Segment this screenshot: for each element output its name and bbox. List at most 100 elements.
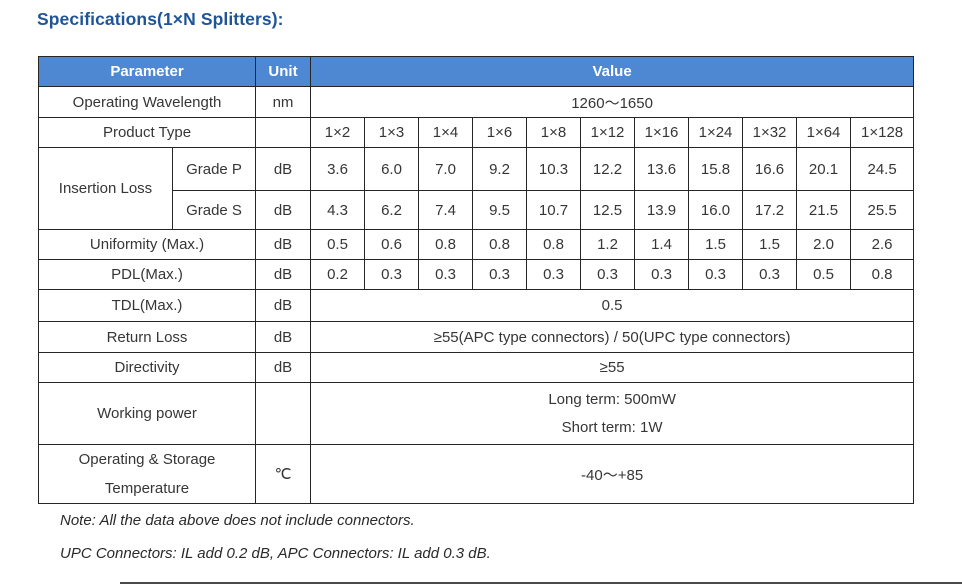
return-loss-value: ≥55(APC type connectors) / 50(UPC type c… — [310, 321, 915, 353]
row-uniformity: Uniformity (Max.) dB 0.5 0.6 0.8 0.8 0.8… — [37, 229, 915, 260]
unit-cell: dB — [255, 321, 312, 353]
value-cell: 10.7 — [526, 190, 582, 230]
value-cell: 0.8 — [472, 229, 528, 260]
row-product-type: Product Type 1×2 1×3 1×4 1×6 1×8 1×12 1×… — [37, 117, 915, 148]
temperature-label-line1: Operating & Storage — [78, 451, 216, 468]
directivity-label: Directivity — [37, 352, 257, 383]
value-cell: 7.0 — [418, 147, 474, 191]
value-cell: 1.2 — [580, 229, 636, 260]
value-cell: 0.3 — [688, 259, 744, 290]
value-cell: 2.0 — [796, 229, 852, 260]
product-type-cell: 1×3 — [364, 117, 420, 148]
value-cell: 0.3 — [418, 259, 474, 290]
header-unit: Unit — [255, 56, 312, 87]
value-cell: 7.4 — [418, 190, 474, 230]
note-connectors: Note: All the data above does not includ… — [60, 512, 415, 529]
value-cell: 25.5 — [850, 190, 915, 230]
value-cell: 13.6 — [634, 147, 690, 191]
value-cell: 1.4 — [634, 229, 690, 260]
product-type-cell: 1×64 — [796, 117, 852, 148]
working-power-short-term: Short term: 1W — [561, 418, 663, 436]
value-cell: 1.5 — [742, 229, 798, 260]
value-cell: 0.5 — [796, 259, 852, 290]
value-cell: 16.0 — [688, 190, 744, 230]
value-cell: 3.6 — [310, 147, 366, 191]
insertion-loss-label: Insertion Loss — [38, 147, 173, 230]
value-cell: 0.8 — [850, 259, 915, 290]
value-cell: 24.5 — [850, 147, 915, 191]
row-pdl: PDL(Max.) dB 0.2 0.3 0.3 0.3 0.3 0.3 0.3… — [37, 259, 915, 290]
unit-cell: dB — [255, 190, 312, 230]
value-cell: 12.2 — [580, 147, 636, 191]
value-cell: 0.3 — [526, 259, 582, 290]
row-tdl: TDL(Max.) dB 0.5 — [37, 289, 915, 322]
value-cell: 21.5 — [796, 190, 852, 230]
grade-p-label: Grade P — [171, 147, 257, 191]
temperature-label-line2: Temperature — [104, 480, 190, 497]
unit-cell: nm — [255, 86, 312, 118]
value-cell: 1.5 — [688, 229, 744, 260]
tdl-value: 0.5 — [310, 289, 915, 322]
product-type-cell: 1×16 — [634, 117, 690, 148]
row-temperature: Operating & Storage Temperature ℃ -40～+8… — [37, 444, 915, 504]
uniformity-label: Uniformity (Max.) — [37, 229, 257, 260]
operating-wavelength-value: 1260～1650 — [310, 86, 915, 118]
value-cell: 10.3 — [526, 147, 582, 191]
value-cell: 17.2 — [742, 190, 798, 230]
temperature-label: Operating & Storage Temperature — [37, 444, 257, 504]
unit-cell: dB — [255, 289, 312, 322]
product-type-cell: 1×12 — [580, 117, 636, 148]
directivity-value: ≥55 — [310, 352, 915, 383]
product-type-cell: 1×6 — [472, 117, 528, 148]
value-cell: 20.1 — [796, 147, 852, 191]
product-type-label: Product Type — [37, 117, 257, 148]
value-cell: 16.6 — [742, 147, 798, 191]
unit-cell: dB — [255, 147, 312, 191]
header-parameter: Parameter — [37, 56, 257, 87]
row-return-loss: Return Loss dB ≥55(APC type connectors) … — [37, 321, 915, 353]
note-il-add: UPC Connectors: IL add 0.2 dB, APC Conne… — [60, 545, 491, 562]
value-cell: 4.3 — [310, 190, 366, 230]
value-cell: 0.5 — [310, 229, 366, 260]
product-type-cell: 1×128 — [850, 117, 915, 148]
tdl-label: TDL(Max.) — [37, 289, 257, 322]
unit-cell: dB — [255, 259, 312, 290]
row-insertion-loss-grade-s: Grade S dB 4.3 6.2 7.4 9.5 10.7 12.5 13.… — [39, 190, 915, 230]
value-cell: 15.8 — [688, 147, 744, 191]
unit-cell: dB — [255, 352, 312, 383]
page-bottom-rule — [120, 582, 962, 584]
grade-s-label: Grade S — [171, 190, 257, 230]
value-cell: 0.2 — [310, 259, 366, 290]
product-type-cell: 1×8 — [526, 117, 582, 148]
row-operating-wavelength: Operating Wavelength nm 1260～1650 — [37, 86, 915, 118]
product-type-cell: 1×4 — [418, 117, 474, 148]
value-cell: 0.8 — [418, 229, 474, 260]
value-cell: 13.9 — [634, 190, 690, 230]
row-working-power: Working power Long term: 500mW Short ter… — [37, 382, 915, 445]
row-insertion-loss-grade-p: Insertion Loss Grade P dB 3.6 6.0 7.0 9.… — [38, 147, 915, 230]
pdl-label: PDL(Max.) — [37, 259, 257, 290]
product-type-cell: 1×2 — [310, 117, 366, 148]
unit-cell: ℃ — [255, 444, 312, 504]
working-power-value: Long term: 500mW Short term: 1W — [310, 382, 915, 445]
value-cell: 6.0 — [364, 147, 420, 191]
return-loss-label: Return Loss — [37, 321, 257, 353]
value-cell: 0.3 — [472, 259, 528, 290]
value-cell: 2.6 — [850, 229, 915, 260]
row-directivity: Directivity dB ≥55 — [37, 352, 915, 383]
header-value: Value — [310, 56, 915, 87]
unit-cell — [255, 382, 312, 445]
value-cell: 0.6 — [364, 229, 420, 260]
value-cell: 9.5 — [472, 190, 528, 230]
value-cell: 0.3 — [634, 259, 690, 290]
unit-cell — [255, 117, 312, 148]
value-cell: 0.3 — [742, 259, 798, 290]
temperature-value: -40～+85 — [310, 444, 915, 504]
working-power-long-term: Long term: 500mW — [548, 390, 676, 408]
page-title: Specifications(1×N Splitters): — [37, 9, 284, 29]
value-cell: 6.2 — [364, 190, 420, 230]
operating-wavelength-label: Operating Wavelength — [37, 86, 257, 118]
value-cell: 0.3 — [580, 259, 636, 290]
value-cell: 0.3 — [364, 259, 420, 290]
header-row: Parameter Unit Value — [37, 56, 915, 87]
